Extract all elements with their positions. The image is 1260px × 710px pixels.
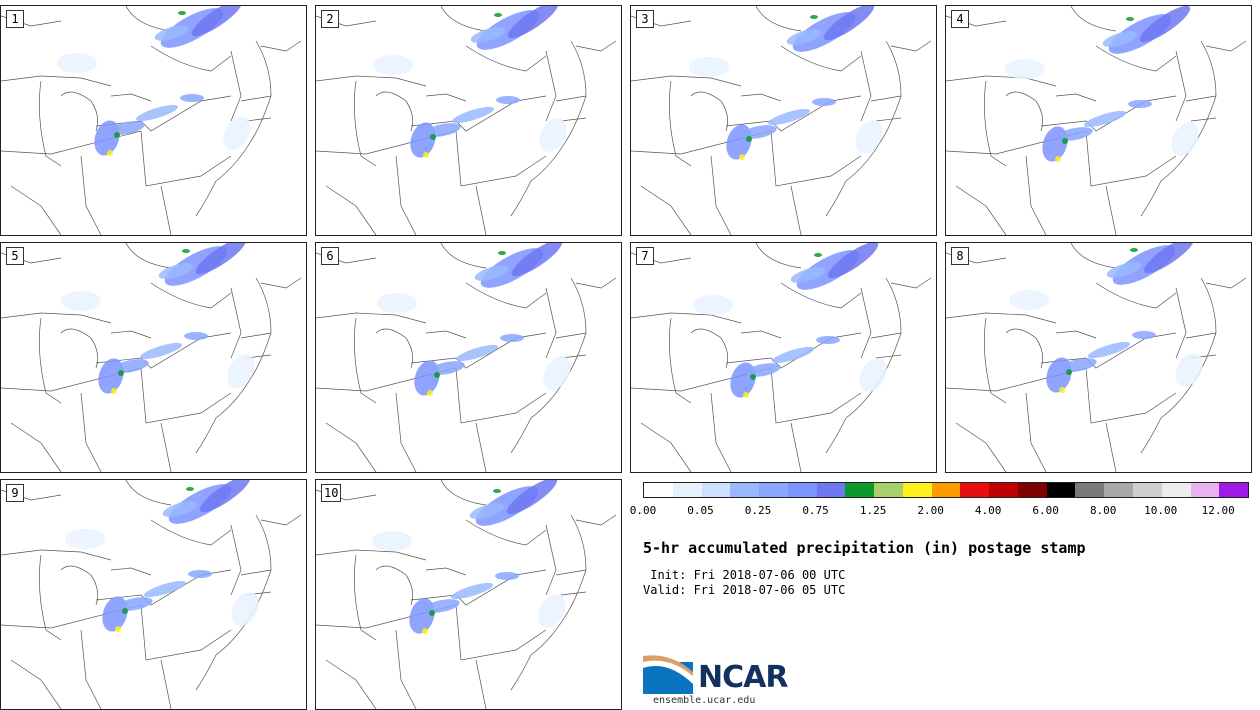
member-number: 5 <box>6 247 24 265</box>
precip-map <box>631 6 932 235</box>
ensemble-member-panel-6: 6 <box>315 242 622 473</box>
member-number: 8 <box>951 247 969 265</box>
ensemble-member-panel-5: 5 <box>0 242 307 473</box>
colorbar-segment <box>1190 483 1220 497</box>
colorbar-tick-label: 2.00 <box>917 504 944 517</box>
member-number: 3 <box>636 10 654 28</box>
colorbar-tick-label: 6.00 <box>1032 504 1059 517</box>
member-number: 9 <box>6 484 24 502</box>
ensemble-member-panel-3: 3 <box>630 5 937 236</box>
ncar-logo-icon <box>643 655 693 694</box>
member-number: 2 <box>321 10 339 28</box>
member-number: 6 <box>321 247 339 265</box>
colorbar-segment <box>931 483 961 497</box>
ensemble-member-panel-4: 4 <box>945 5 1252 236</box>
member-number: 4 <box>951 10 969 28</box>
member-number: 7 <box>636 247 654 265</box>
colorbar-tick-label: 0.75 <box>802 504 829 517</box>
precip-map <box>316 6 617 235</box>
ensemble-member-panel-9: 9 <box>0 479 307 710</box>
precip-map <box>316 480 617 709</box>
precip-map <box>946 243 1247 472</box>
colorbar-tick-label: 12.00 <box>1201 504 1235 517</box>
member-number: 10 <box>321 484 342 502</box>
precip-map <box>1 6 302 235</box>
colorbar-tick-label: 0.00 <box>629 504 657 517</box>
ensemble-member-panel-10: 10 <box>315 479 622 710</box>
precip-map <box>631 243 932 472</box>
colorbar-segment <box>1075 483 1105 497</box>
colorbar-segment <box>1104 483 1134 497</box>
colorbar-tick-label: 0.25 <box>744 504 772 517</box>
colorbar-tick-label: 0.05 <box>687 504 714 517</box>
ensemble-member-panel-2: 2 <box>315 5 622 236</box>
colorbar-segment <box>874 483 903 497</box>
colorbar-segment <box>902 483 932 497</box>
ensemble-member-panel-7: 7 <box>630 242 937 473</box>
chart-title: 5-hr accumulated precipitation (in) post… <box>643 539 1086 557</box>
colorbar-segment <box>730 483 760 497</box>
precip-map <box>316 243 617 472</box>
colorbar-segment <box>672 483 702 497</box>
colorbar-tick-label: 10.00 <box>1144 504 1178 517</box>
valid-time: Valid: Fri 2018-07-06 05 UTC <box>643 583 846 597</box>
colorbar-segment <box>787 483 817 497</box>
colorbar-tick-label: 4.00 <box>974 504 1002 517</box>
precip-map <box>1 480 302 709</box>
init-time: Init: Fri 2018-07-06 00 UTC <box>643 568 846 582</box>
site-url: ensemble.ucar.edu <box>653 695 756 706</box>
colorbar-segment <box>759 483 788 497</box>
colorbar-tick-label: 1.25 <box>859 504 887 517</box>
colorbar-tick-label: 8.00 <box>1089 504 1117 517</box>
ensemble-member-panel-8: 8 <box>945 242 1252 473</box>
precip-map <box>946 6 1247 235</box>
colorbar-segment <box>701 483 731 497</box>
colorbar-segment <box>1219 483 1249 497</box>
member-number: 1 <box>6 10 24 28</box>
ensemble-member-panel-1: 1 <box>0 5 307 236</box>
colorbar-segment <box>1133 483 1162 497</box>
colorbar-segment <box>816 483 846 497</box>
logo-text: NCAR <box>698 660 788 695</box>
precip-map <box>1 243 302 472</box>
precip-colorbar <box>643 482 1249 498</box>
colorbar-segment <box>1017 483 1047 497</box>
colorbar-segment <box>644 483 673 497</box>
colorbar-segment <box>960 483 990 497</box>
colorbar-segment <box>845 483 875 497</box>
colorbar-segment <box>989 483 1018 497</box>
colorbar-segment <box>1161 483 1191 497</box>
colorbar-segment <box>1046 483 1076 497</box>
